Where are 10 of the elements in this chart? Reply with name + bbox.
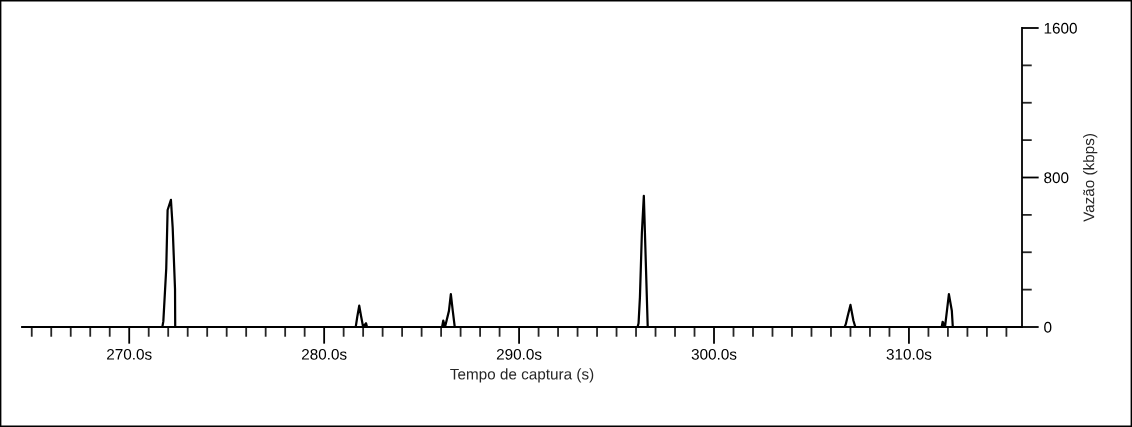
- x-tick-label: 290.0s: [496, 348, 542, 360]
- y-tick-label: 0: [1044, 321, 1052, 333]
- x-tick-label: 310.0s: [886, 348, 932, 360]
- y-tick-label: 1600: [1044, 22, 1077, 34]
- x-tick-label: 270.0s: [107, 348, 152, 360]
- x-tick-label: 300.0s: [691, 348, 737, 360]
- x-tick-label: 280.0s: [301, 348, 347, 360]
- y-tick-label: 800: [1044, 172, 1069, 184]
- x-axis-title: Tempo de captura (s): [450, 368, 594, 383]
- y-axis-title: Vazão (kbps): [1083, 134, 1098, 222]
